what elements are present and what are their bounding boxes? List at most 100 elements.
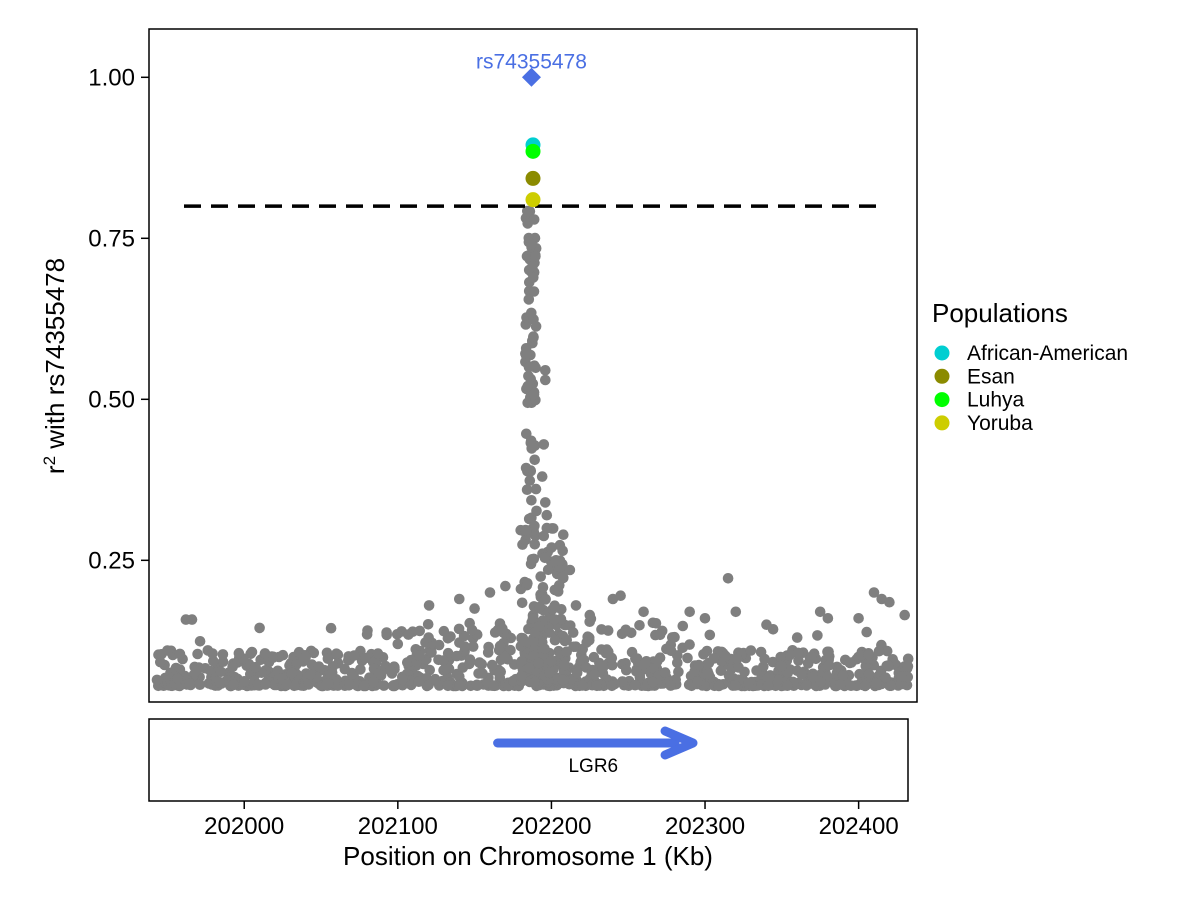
snp-point (815, 676, 827, 688)
snp-point (540, 374, 551, 386)
snp-point (782, 680, 793, 691)
snp-point (597, 661, 609, 673)
snp-point (192, 648, 203, 660)
snp-point (474, 657, 485, 668)
snp-point (194, 636, 206, 647)
x-axis: 202000 202100 202200 202300 202400 (204, 801, 899, 840)
snp-point (344, 679, 355, 691)
x-tick-label: 202300 (665, 813, 745, 840)
snp-point (214, 676, 225, 688)
snp-point (698, 649, 709, 660)
snp-point (325, 669, 336, 680)
snp-point (791, 632, 803, 643)
snp-point (459, 641, 471, 652)
snp-point (729, 680, 741, 691)
snp-point (215, 666, 227, 678)
snp-point (530, 321, 542, 332)
snp-point (536, 471, 548, 482)
snp-point (589, 669, 600, 680)
snp-point (464, 654, 476, 665)
snp-point (534, 601, 546, 613)
snp-point (606, 680, 618, 692)
snp-point (528, 331, 539, 342)
gene-label: LGR6 (568, 756, 618, 777)
background-snp-points (151, 205, 914, 692)
snp-point (233, 647, 245, 659)
snp-point (305, 669, 317, 680)
snp-point (537, 582, 549, 593)
snp-point (486, 659, 498, 671)
lead-snp-label: rs74355478 (476, 50, 587, 73)
snp-point (549, 634, 561, 646)
snp-point (713, 680, 725, 692)
snp-point (692, 676, 704, 688)
snp-point (384, 665, 396, 676)
snp-point (558, 529, 569, 540)
legend-swatch (934, 345, 950, 361)
snp-point (347, 668, 358, 680)
snp-point (348, 650, 360, 661)
snp-point (484, 587, 496, 598)
snp-point (654, 629, 666, 641)
y-axis-title-prefix: r (40, 465, 70, 474)
snp-point (207, 648, 218, 659)
y-axis-title-superscript: 2 (40, 456, 59, 465)
snp-point (899, 609, 910, 621)
y-tick-label: 1.00 (88, 64, 135, 91)
snp-point (896, 671, 908, 682)
snp-point (528, 272, 539, 283)
snp-point (775, 651, 786, 663)
snp-point (477, 668, 488, 679)
snp-point (499, 651, 511, 663)
snp-point (217, 649, 229, 660)
snp-point (881, 645, 893, 657)
y-tick-label: 0.50 (88, 386, 135, 413)
snp-point (413, 676, 425, 687)
snp-point (745, 645, 757, 656)
snp-point (426, 647, 437, 658)
x-tick-label: 202100 (358, 813, 438, 840)
snp-point (743, 677, 754, 689)
snp-point (322, 653, 334, 664)
snp-point (519, 635, 530, 647)
snp-point (699, 613, 711, 624)
snp-point (482, 647, 494, 658)
snp-point (837, 670, 849, 681)
snp-point (529, 539, 541, 550)
snp-point (871, 678, 882, 689)
snp-point (522, 578, 533, 589)
snp-point (806, 651, 817, 663)
snp-point (516, 656, 527, 667)
snp-point (246, 646, 258, 658)
snp-point (438, 625, 450, 637)
snp-point (530, 483, 542, 495)
snp-point (325, 622, 337, 634)
snp-point (873, 645, 885, 657)
highlighted-snp-points (525, 137, 541, 208)
snp-point (414, 625, 426, 637)
x-tick-label: 202400 (819, 813, 899, 840)
snp-point (561, 646, 572, 657)
snp-point (155, 656, 166, 668)
snp-point (527, 261, 538, 272)
snp-point (500, 580, 511, 592)
snp-point (381, 627, 392, 638)
population-snp-point (525, 143, 541, 159)
snp-point (751, 665, 762, 676)
snp-point (453, 623, 465, 635)
snp-point (704, 629, 716, 641)
legend-label: Luhya (967, 389, 1025, 412)
snp-point (172, 673, 183, 684)
snp-point (442, 680, 454, 692)
x-axis-title: Position on Chromosome 1 (Kb) (343, 841, 713, 871)
snp-point (403, 629, 414, 640)
snp-point (545, 655, 557, 667)
snp-point (617, 676, 628, 687)
snp-point (508, 675, 519, 687)
y-axis-title-suffix: with rs74355478 (40, 258, 70, 456)
snp-point (669, 631, 680, 643)
snp-point (540, 497, 551, 508)
snp-point (550, 555, 562, 566)
snp-point (541, 522, 553, 534)
snp-point (861, 626, 872, 638)
